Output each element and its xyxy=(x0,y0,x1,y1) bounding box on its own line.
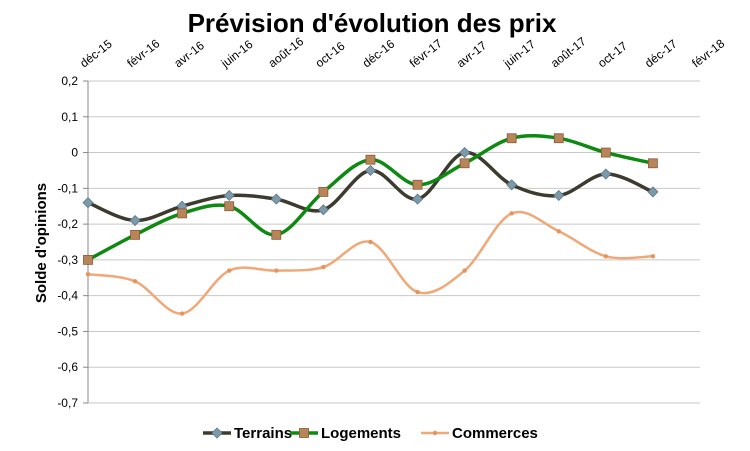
y-tick-label: -0,6 xyxy=(57,360,78,374)
data-point-terrains xyxy=(364,164,377,177)
data-point-commerces xyxy=(462,268,467,273)
data-point-terrains xyxy=(270,193,282,205)
data-point-terrains xyxy=(317,204,329,216)
data-point-commerces xyxy=(509,211,514,216)
data-point-commerces xyxy=(274,268,279,273)
x-tick-label: août-17 xyxy=(548,34,589,70)
y-tick-label: -0,2 xyxy=(57,217,78,231)
data-point-logements xyxy=(553,133,564,144)
x-tick-label: févr-16 xyxy=(124,36,162,70)
y-axis-label: Solde d'opinions xyxy=(33,183,50,303)
legend-label-logements: Logements xyxy=(321,425,401,442)
x-tick-label: oct-17 xyxy=(595,39,630,71)
x-tick-label: juin-17 xyxy=(500,37,538,71)
data-point-terrains xyxy=(459,146,471,159)
x-tick-label: févr-18 xyxy=(689,36,727,70)
data-point-commerces xyxy=(321,264,326,270)
data-point-commerces xyxy=(603,254,609,259)
data-point-terrains xyxy=(553,189,565,202)
y-tick-label: -0,4 xyxy=(57,289,78,303)
x-tick-label: déc-15 xyxy=(77,37,115,71)
legend-marker-terrains xyxy=(211,427,223,439)
data-point-logements xyxy=(459,158,470,169)
y-tick-label: -0,1 xyxy=(57,181,78,195)
data-point-logements xyxy=(224,201,235,212)
gridlines xyxy=(83,80,700,404)
x-tick-labels: déc-15 févr-16 avr-16 juin-16 août-16 oct-16 d… xyxy=(77,34,727,71)
data-point-terrains xyxy=(129,214,141,227)
data-point-commerces xyxy=(132,279,138,284)
legend-item-terrains: Terrains xyxy=(203,425,292,442)
x-tick-label: déc-16 xyxy=(360,37,398,71)
data-point-logements xyxy=(318,187,329,197)
data-point-logements xyxy=(506,133,517,144)
x-tick-label: déc-17 xyxy=(642,37,680,71)
chart-title: Prévision d'évolution des prix xyxy=(188,8,557,38)
data-point-logements xyxy=(412,179,423,190)
x-tick-label: févr-17 xyxy=(407,36,445,70)
x-tick-label: avr-17 xyxy=(454,38,490,70)
series-line-commerces xyxy=(87,210,653,315)
series-terrains xyxy=(82,146,659,227)
series-commerces xyxy=(85,210,656,316)
data-point-commerces xyxy=(179,311,185,316)
y-tick-label: 0 xyxy=(71,146,78,160)
x-tick-label: oct-16 xyxy=(313,39,348,71)
x-tick-label: août-16 xyxy=(266,34,307,70)
y-tick-labels: 0,2 0,1 0 -0,1 -0,2 -0,3 -0,4 -0,5 -0,6 -0,7 xyxy=(57,74,78,410)
data-point-terrains xyxy=(82,197,94,209)
legend-marker-commerces xyxy=(432,430,438,436)
legend-item-commerces: Commerces xyxy=(421,425,538,442)
data-point-logements xyxy=(83,254,93,265)
legend: Terrains Logements Commerces xyxy=(203,425,538,442)
data-point-terrains xyxy=(647,186,659,198)
y-tick-label: -0,5 xyxy=(57,324,78,338)
data-point-terrains xyxy=(506,179,518,191)
data-point-logements xyxy=(648,158,658,169)
data-point-logements xyxy=(177,208,188,219)
y-tick-label: -0,3 xyxy=(57,253,78,267)
x-tick-label: avr-16 xyxy=(171,38,207,70)
series-layer xyxy=(82,133,659,316)
data-point-terrains xyxy=(600,168,612,180)
data-point-logements xyxy=(600,147,611,158)
data-point-commerces xyxy=(368,239,373,245)
series-logements xyxy=(83,133,658,265)
data-point-commerces xyxy=(227,268,232,273)
legend-marker-logements xyxy=(299,428,309,438)
legend-label-terrains: Terrains xyxy=(234,425,292,442)
y-tick-label: 0,2 xyxy=(61,74,78,88)
data-point-logements xyxy=(365,154,376,165)
data-point-logements xyxy=(130,229,140,240)
data-point-commerces xyxy=(415,289,420,295)
data-point-terrains xyxy=(411,193,424,205)
data-point-terrains xyxy=(223,189,235,202)
data-point-commerces xyxy=(556,229,561,234)
legend-label-commerces: Commerces xyxy=(452,425,538,442)
x-tick-label: juin-16 xyxy=(218,37,256,71)
data-point-commerces xyxy=(650,254,656,259)
y-tick-label: 0,1 xyxy=(61,110,78,124)
data-point-commerces xyxy=(85,272,91,277)
legend-item-logements: Logements xyxy=(290,425,401,442)
y-tick-label: -0,7 xyxy=(57,396,78,410)
data-point-logements xyxy=(271,229,282,240)
